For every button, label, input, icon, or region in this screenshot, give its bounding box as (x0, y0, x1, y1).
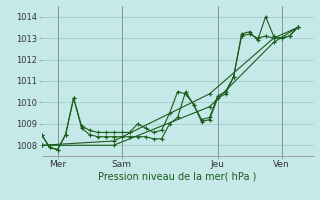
X-axis label: Pression niveau de la mer( hPa ): Pression niveau de la mer( hPa ) (99, 172, 257, 182)
